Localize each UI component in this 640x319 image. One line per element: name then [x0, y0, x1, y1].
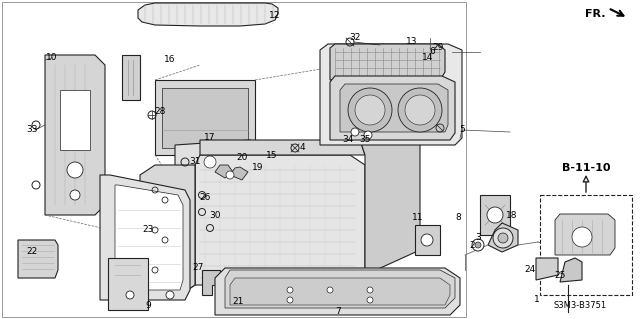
Text: S3M3-B3751: S3M3-B3751	[554, 301, 607, 310]
Circle shape	[348, 88, 392, 132]
Text: 28: 28	[154, 108, 166, 116]
Polygon shape	[230, 278, 450, 305]
Text: 21: 21	[232, 298, 244, 307]
Polygon shape	[330, 44, 445, 80]
Text: 5: 5	[459, 125, 465, 135]
Text: 3: 3	[475, 234, 481, 242]
Polygon shape	[225, 270, 455, 308]
FancyBboxPatch shape	[540, 195, 632, 295]
Circle shape	[367, 297, 373, 303]
Text: 32: 32	[349, 33, 361, 42]
Polygon shape	[330, 76, 455, 140]
Text: FR.: FR.	[584, 9, 605, 19]
Circle shape	[398, 88, 442, 132]
Text: 34: 34	[342, 136, 354, 145]
Circle shape	[226, 171, 234, 179]
Circle shape	[364, 131, 372, 139]
Text: 12: 12	[269, 11, 281, 20]
Polygon shape	[215, 268, 460, 315]
Polygon shape	[480, 195, 510, 235]
Polygon shape	[2, 2, 466, 317]
Polygon shape	[18, 240, 58, 278]
Text: 24: 24	[524, 265, 536, 275]
Circle shape	[166, 291, 174, 299]
Circle shape	[572, 227, 592, 247]
Polygon shape	[195, 155, 365, 285]
Text: 22: 22	[26, 248, 38, 256]
Text: 8: 8	[455, 213, 461, 222]
Circle shape	[204, 156, 216, 168]
Polygon shape	[138, 3, 278, 26]
Polygon shape	[45, 55, 105, 215]
Polygon shape	[215, 165, 233, 178]
Circle shape	[67, 162, 83, 178]
Text: 11: 11	[412, 213, 424, 222]
Polygon shape	[230, 167, 248, 180]
Text: 10: 10	[46, 54, 58, 63]
Polygon shape	[202, 270, 220, 295]
Polygon shape	[355, 140, 420, 285]
Text: 18: 18	[506, 211, 518, 219]
Circle shape	[287, 287, 293, 293]
Text: B-11-10: B-11-10	[562, 163, 611, 173]
Circle shape	[162, 237, 168, 243]
Polygon shape	[122, 55, 140, 100]
Text: 7: 7	[335, 308, 341, 316]
Circle shape	[287, 297, 293, 303]
Polygon shape	[536, 258, 558, 280]
Circle shape	[351, 128, 359, 136]
Text: 6: 6	[429, 48, 435, 56]
Text: 31: 31	[189, 158, 201, 167]
Polygon shape	[320, 44, 462, 145]
Circle shape	[421, 234, 433, 246]
Circle shape	[70, 190, 80, 200]
Polygon shape	[560, 258, 582, 282]
Text: 27: 27	[192, 263, 204, 272]
Circle shape	[475, 242, 481, 248]
Polygon shape	[140, 165, 195, 295]
Circle shape	[487, 207, 503, 223]
Text: 26: 26	[199, 194, 211, 203]
Text: 2: 2	[469, 241, 475, 249]
Polygon shape	[155, 80, 255, 155]
Text: 9: 9	[145, 301, 151, 310]
Text: 25: 25	[554, 271, 566, 279]
Text: 4: 4	[299, 144, 305, 152]
Circle shape	[327, 287, 333, 293]
Polygon shape	[555, 214, 615, 255]
Polygon shape	[180, 165, 195, 295]
Polygon shape	[60, 90, 90, 150]
Circle shape	[405, 95, 435, 125]
Circle shape	[493, 228, 513, 248]
Polygon shape	[115, 185, 183, 290]
Text: 35: 35	[359, 136, 371, 145]
Text: 30: 30	[209, 211, 221, 219]
Polygon shape	[100, 175, 190, 300]
Circle shape	[498, 233, 508, 243]
Polygon shape	[175, 140, 260, 200]
Text: 29: 29	[432, 43, 444, 53]
Circle shape	[355, 95, 385, 125]
Text: 13: 13	[406, 38, 418, 47]
Text: 16: 16	[164, 56, 176, 64]
Circle shape	[126, 291, 134, 299]
Text: 23: 23	[142, 226, 154, 234]
Circle shape	[472, 239, 484, 251]
Text: 15: 15	[266, 151, 278, 160]
Polygon shape	[488, 223, 518, 252]
Text: 1: 1	[534, 295, 540, 305]
Text: 14: 14	[422, 54, 434, 63]
Polygon shape	[162, 88, 248, 148]
Text: 20: 20	[236, 153, 248, 162]
Circle shape	[162, 197, 168, 203]
Circle shape	[367, 287, 373, 293]
Text: 19: 19	[252, 164, 264, 173]
Polygon shape	[415, 225, 440, 255]
Polygon shape	[340, 84, 448, 132]
Polygon shape	[108, 258, 148, 310]
Text: 17: 17	[204, 133, 216, 143]
Text: 33: 33	[26, 125, 38, 135]
Polygon shape	[200, 140, 365, 155]
